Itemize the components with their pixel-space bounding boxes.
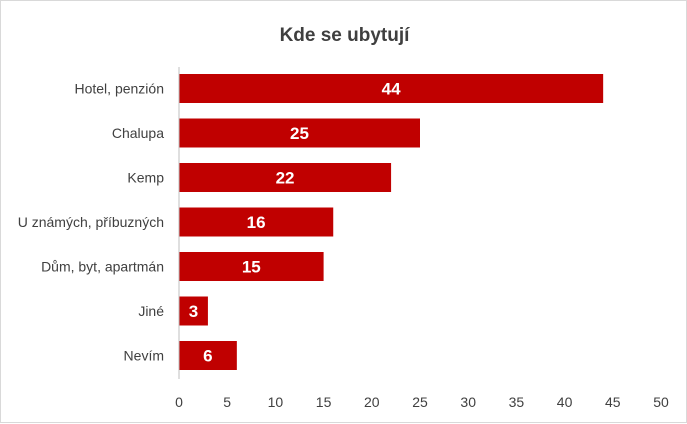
bar-value-label: 16: [247, 213, 266, 232]
x-tick-label: 50: [653, 394, 669, 410]
category-label: Hotel, penzión: [74, 81, 164, 97]
category-label: Dům, byt, apartmán: [41, 259, 164, 275]
x-tick-label: 15: [316, 394, 332, 410]
x-tick-label: 10: [268, 394, 284, 410]
bar: [179, 341, 237, 370]
x-tick-label: 20: [364, 394, 380, 410]
bar: [179, 296, 208, 326]
bar-value-label: 25: [290, 124, 309, 143]
category-label: Jiné: [138, 303, 164, 319]
category-label: U známých, příbuzných: [18, 214, 164, 230]
x-axis-ticks-group: 0 5 10 15 20 25 30 35 40 45 50: [175, 394, 669, 410]
category-label: Chalupa: [112, 125, 164, 141]
bar: [179, 118, 420, 148]
bar: [179, 207, 334, 237]
x-tick-label: 0: [175, 394, 183, 410]
x-tick-label: 40: [557, 394, 573, 410]
bar-value-label: 3: [189, 302, 198, 321]
bars-group: 44 25 22 16 15 3 6: [179, 74, 604, 370]
x-tick-label: 35: [509, 394, 525, 410]
bar-value-label: 44: [382, 80, 401, 99]
x-tick-label: 30: [460, 394, 476, 410]
bar: [179, 252, 324, 281]
x-tick-label: 5: [223, 394, 231, 410]
category-label: Nevím: [124, 348, 164, 364]
bar-value-label: 6: [203, 347, 212, 366]
x-tick-label: 25: [412, 394, 428, 410]
category-label: Kemp: [127, 170, 164, 186]
bar: [179, 163, 392, 192]
chart-title: Kde se ubytují: [280, 25, 411, 46]
bar-value-label: 22: [276, 169, 295, 188]
category-labels-group: Hotel, penzión Chalupa Kemp U známých, příb…: [18, 81, 165, 364]
bar-value-label: 15: [242, 258, 261, 277]
bar: [179, 74, 604, 103]
x-tick-label: 45: [605, 394, 621, 410]
